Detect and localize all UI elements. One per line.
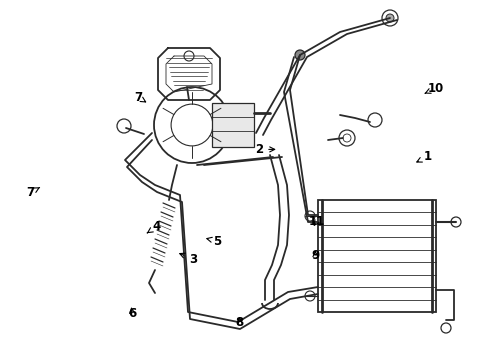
Text: 3: 3	[180, 253, 197, 266]
Text: 5: 5	[206, 235, 221, 248]
Circle shape	[294, 50, 305, 60]
Text: 8: 8	[235, 316, 243, 329]
Circle shape	[385, 14, 393, 22]
Text: 10: 10	[424, 82, 444, 95]
Text: 11: 11	[308, 215, 325, 228]
Bar	[317, 200, 435, 312]
Text: 7: 7	[134, 91, 145, 104]
Text: 2: 2	[255, 143, 274, 156]
Text: 9: 9	[311, 249, 319, 262]
Text: 7: 7	[26, 186, 40, 199]
Bar	[212, 103, 253, 147]
Text: 1: 1	[416, 150, 431, 163]
Text: 6: 6	[128, 307, 136, 320]
Text: 4: 4	[147, 220, 160, 233]
